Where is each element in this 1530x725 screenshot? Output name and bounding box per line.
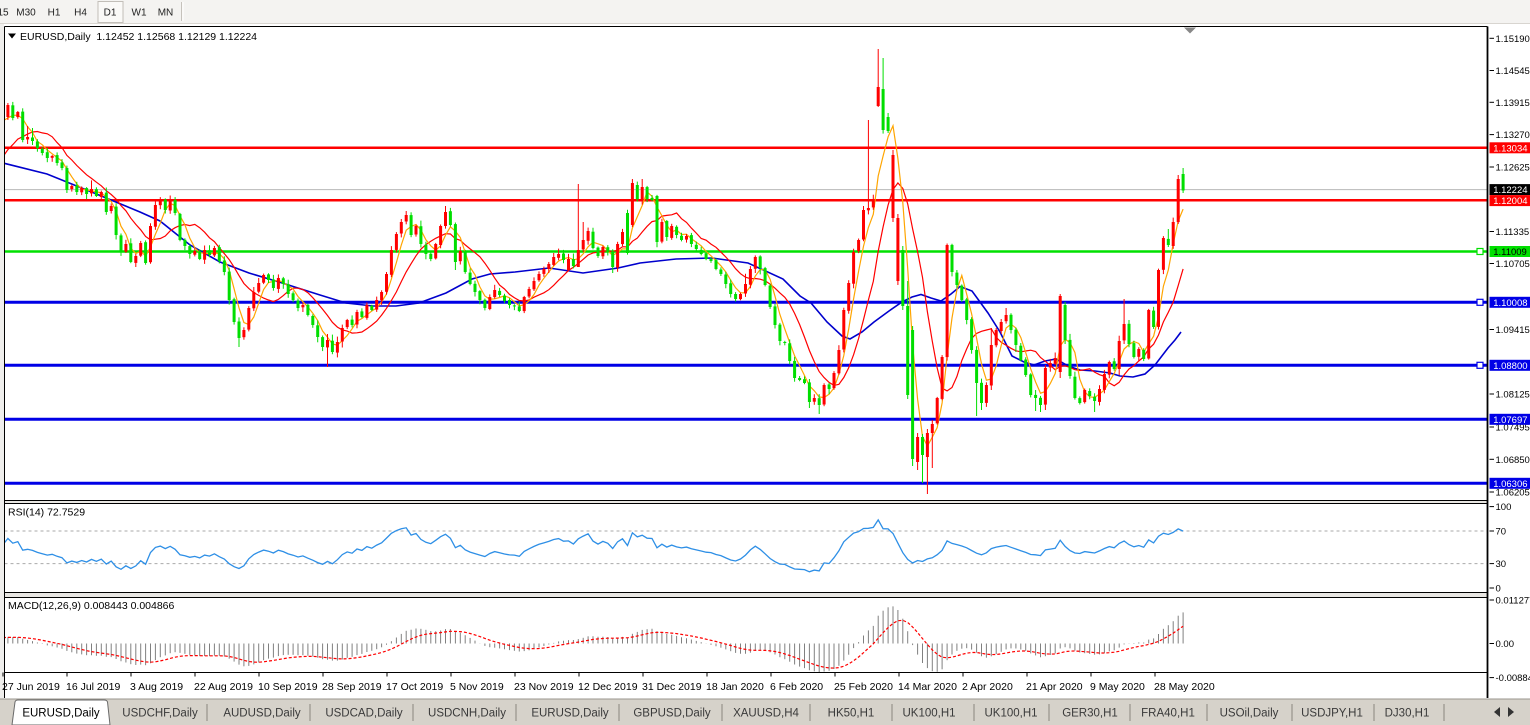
svg-text:FRA40,H1: FRA40,H1 <box>1141 708 1195 720</box>
svg-text:HK50,H1: HK50,H1 <box>828 708 875 720</box>
svg-text:0.011277: 0.011277 <box>1496 596 1530 607</box>
svg-text:W1: W1 <box>132 8 147 19</box>
svg-text:1.06306: 1.06306 <box>1493 479 1527 490</box>
svg-text:EURUSD,Daily 1.12452 1.12568: EURUSD,Daily 1.12452 1.12568 1.12129 1.1… <box>20 31 257 43</box>
svg-text:27 Jun 2019: 27 Jun 2019 <box>2 681 60 693</box>
svg-text:RSI(14) 72.7529: RSI(14) 72.7529 <box>8 507 85 519</box>
svg-text:D1: D1 <box>104 8 117 19</box>
svg-text:1.13270: 1.13270 <box>1496 130 1530 141</box>
svg-text:EURUSD,Daily: EURUSD,Daily <box>22 708 100 720</box>
svg-text:3 Aug 2019: 3 Aug 2019 <box>130 681 183 693</box>
svg-text:1.08800: 1.08800 <box>1493 361 1527 372</box>
svg-text:-0.008845: -0.008845 <box>1496 673 1530 684</box>
svg-text:EURUSD,Daily: EURUSD,Daily <box>531 708 609 720</box>
svg-text:1.15190: 1.15190 <box>1496 34 1530 45</box>
svg-text:1.13915: 1.13915 <box>1496 98 1530 109</box>
svg-text:0.00: 0.00 <box>1496 639 1515 650</box>
svg-text:1.07495: 1.07495 <box>1496 423 1530 434</box>
svg-text:12 Dec 2019: 12 Dec 2019 <box>578 681 638 693</box>
svg-text:1.11009: 1.11009 <box>1493 247 1527 258</box>
svg-text:2 Apr 2020: 2 Apr 2020 <box>962 681 1013 693</box>
svg-text:MN: MN <box>158 8 174 19</box>
svg-text:31 Dec 2019: 31 Dec 2019 <box>642 681 702 693</box>
svg-text:USDJPY,H1: USDJPY,H1 <box>1301 708 1363 720</box>
svg-text:14 Mar 2020: 14 Mar 2020 <box>898 681 957 693</box>
svg-text:1.12625: 1.12625 <box>1496 163 1530 174</box>
svg-text:28 Sep 2019: 28 Sep 2019 <box>322 681 382 693</box>
svg-text:30: 30 <box>1496 559 1507 570</box>
svg-text:23 Nov 2019: 23 Nov 2019 <box>514 681 574 693</box>
svg-text:16 Jul 2019: 16 Jul 2019 <box>66 681 120 693</box>
svg-text:USDCHF,Daily: USDCHF,Daily <box>122 708 198 720</box>
svg-text:M30: M30 <box>16 8 36 19</box>
svg-text:5 Nov 2019: 5 Nov 2019 <box>450 681 504 693</box>
svg-text:0: 0 <box>1496 584 1501 595</box>
svg-text:100: 100 <box>1496 502 1512 513</box>
svg-text:1.14545: 1.14545 <box>1496 66 1530 77</box>
svg-text:15: 15 <box>0 8 9 19</box>
svg-text:1.13034: 1.13034 <box>1493 143 1527 154</box>
svg-text:25 Feb 2020: 25 Feb 2020 <box>834 681 893 693</box>
svg-text:1.07697: 1.07697 <box>1493 415 1527 426</box>
svg-text:GBPUSD,Daily: GBPUSD,Daily <box>633 708 711 720</box>
svg-text:1.06205: 1.06205 <box>1496 488 1530 499</box>
svg-text:17 Oct 2019: 17 Oct 2019 <box>386 681 443 693</box>
svg-text:1.08125: 1.08125 <box>1496 390 1530 401</box>
svg-text:18 Jan 2020: 18 Jan 2020 <box>706 681 764 693</box>
svg-text:UK100,H1: UK100,H1 <box>984 708 1037 720</box>
svg-text:9 May 2020: 9 May 2020 <box>1090 681 1145 693</box>
svg-text:XAUUSD,H4: XAUUSD,H4 <box>733 708 799 720</box>
svg-text:H1: H1 <box>48 8 61 19</box>
svg-text:6 Feb 2020: 6 Feb 2020 <box>770 681 823 693</box>
svg-text:1.10705: 1.10705 <box>1496 259 1530 270</box>
svg-text:1.09415: 1.09415 <box>1496 325 1530 336</box>
svg-text:28 May 2020: 28 May 2020 <box>1154 681 1215 693</box>
svg-text:1.12224: 1.12224 <box>1493 185 1527 196</box>
svg-text:1.06850: 1.06850 <box>1496 455 1530 466</box>
svg-text:UK100,H1: UK100,H1 <box>902 708 955 720</box>
svg-text:USDCNH,Daily: USDCNH,Daily <box>428 708 506 720</box>
svg-text:70: 70 <box>1496 527 1507 538</box>
svg-text:21 Apr 2020: 21 Apr 2020 <box>1026 681 1083 693</box>
svg-text:1.11335: 1.11335 <box>1496 227 1530 238</box>
svg-text:1.10008: 1.10008 <box>1493 298 1527 309</box>
svg-text:USOil,Daily: USOil,Daily <box>1220 708 1279 720</box>
svg-text:USDCAD,Daily: USDCAD,Daily <box>325 708 403 720</box>
svg-text:22 Aug 2019: 22 Aug 2019 <box>194 681 253 693</box>
svg-text:10 Sep 2019: 10 Sep 2019 <box>258 681 318 693</box>
svg-text:1.12004: 1.12004 <box>1493 196 1527 207</box>
svg-text:AUDUSD,Daily: AUDUSD,Daily <box>223 708 301 720</box>
svg-text:MACD(12,26,9) 0.008443 0.00486: MACD(12,26,9) 0.008443 0.004866 <box>8 600 175 612</box>
svg-text:DJ30,H1: DJ30,H1 <box>1385 708 1430 720</box>
svg-text:H4: H4 <box>74 8 87 19</box>
svg-text:GER30,H1: GER30,H1 <box>1062 708 1118 720</box>
